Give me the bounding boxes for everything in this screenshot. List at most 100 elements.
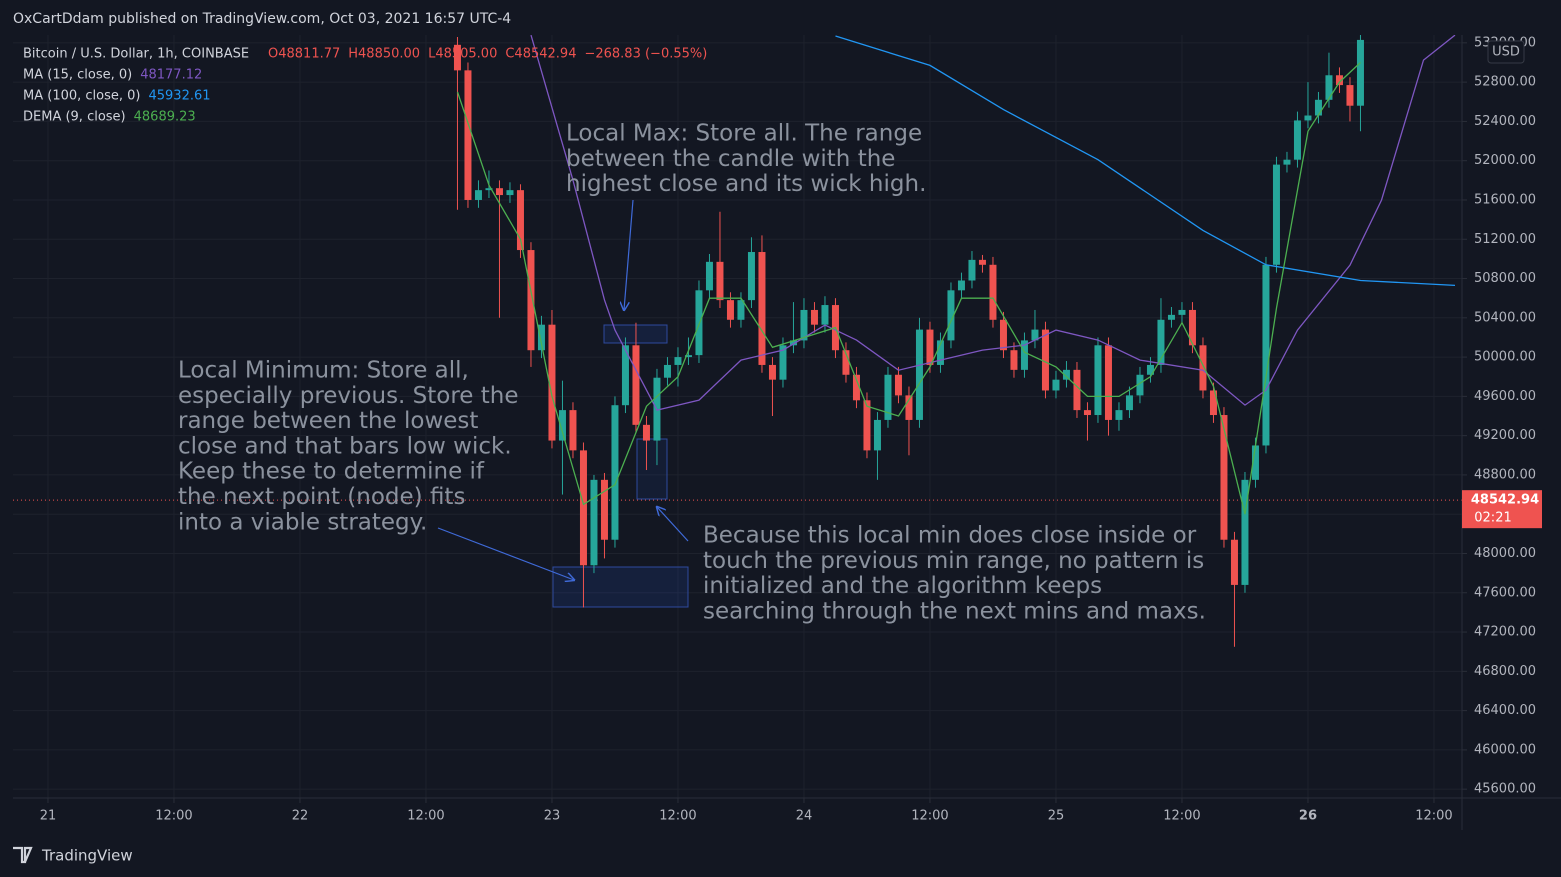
arrow	[437, 527, 574, 580]
candle-body	[1157, 319, 1165, 365]
candle-body	[1199, 345, 1207, 391]
candle-body	[768, 364, 776, 380]
candle-body	[1304, 115, 1312, 121]
currency[interactable]: USD	[1492, 45, 1520, 60]
candle-body	[1041, 329, 1049, 391]
y-tick-label: 52400.00	[1474, 114, 1536, 129]
y-tick-label: 50800.00	[1474, 271, 1536, 286]
candle-body	[1230, 539, 1238, 585]
candle-body	[621, 345, 629, 406]
candle-body	[957, 280, 965, 291]
symbol: Bitcoin / U.S. Dollar, 1h, COINBASE	[23, 47, 249, 62]
legend-value: 45932.61	[148, 89, 210, 104]
candle-body	[1293, 120, 1301, 160]
axes: 45600.00 46000.00 46400.00 46800.00 47200.00…	[40, 35, 1542, 824]
candle-body	[842, 350, 850, 375]
y-tick-label: 50400.00	[1474, 310, 1536, 325]
grid	[13, 35, 1462, 798]
y-tick-label: 47600.00	[1474, 585, 1536, 600]
candle-body	[873, 419, 881, 451]
arrow	[624, 199, 634, 310]
plot	[13, 35, 1462, 647]
x-tick-label: 22	[292, 809, 309, 824]
candle-body	[537, 324, 545, 351]
candle-body	[558, 410, 566, 441]
candle-body	[516, 190, 524, 251]
x-tick-label: 23	[544, 809, 561, 824]
candle-body	[590, 479, 598, 566]
y-tick-label: 46800.00	[1474, 664, 1536, 679]
x-tick-label: 26	[1299, 809, 1317, 824]
annotation-text: Local Max: Store all. The range	[566, 121, 922, 147]
ohlc-value: L48505.00	[428, 47, 497, 62]
candle-body	[1346, 85, 1354, 106]
indicator-line	[835, 35, 1456, 287]
candle-body	[705, 261, 713, 291]
countdown: 02:21	[1474, 511, 1511, 526]
x-tick-label: 12:00	[155, 809, 192, 824]
candle-body	[852, 374, 860, 401]
candle-body	[453, 44, 461, 71]
candle-body	[758, 252, 766, 365]
candle-body	[737, 300, 745, 320]
candle-body	[632, 345, 640, 425]
candle-body	[485, 188, 493, 191]
candle-body	[1209, 390, 1217, 416]
min-range-box	[636, 438, 668, 500]
candle-body	[1062, 369, 1070, 380]
candle-body	[1167, 314, 1175, 320]
logo-icon	[13, 846, 33, 864]
ohlc-value: O48811.77	[268, 47, 340, 62]
candle-body	[1272, 164, 1280, 265]
annotation-text: between the candle with the	[566, 146, 895, 172]
candle-body	[506, 190, 514, 196]
candle-body	[884, 374, 892, 420]
candle-body	[747, 252, 755, 301]
candle-body	[1178, 309, 1186, 315]
indicator-line	[456, 62, 1361, 515]
candle-body	[1073, 369, 1081, 411]
y-tick-label: 47200.00	[1474, 625, 1536, 640]
candle-body	[1220, 415, 1228, 540]
last-price-box	[1462, 490, 1542, 529]
legend-name: MA (15, close, 0)	[23, 68, 132, 83]
candle-body	[1115, 410, 1123, 420]
candle-body	[474, 190, 482, 200]
candle-body	[894, 374, 902, 396]
x-tick-label: 21	[40, 809, 57, 824]
ohlc-value: C48542.94	[505, 47, 576, 62]
candle-body	[1325, 75, 1333, 100]
candle-body	[1146, 364, 1154, 375]
candle-body	[978, 259, 986, 265]
y-tick-label: 49600.00	[1474, 389, 1536, 404]
y-tick-label: 48800.00	[1474, 467, 1536, 482]
annotation-text: range between the lowest	[178, 408, 478, 434]
annotation-text: into a viable strategy.	[178, 509, 427, 535]
candle-body	[915, 329, 923, 420]
candle-body	[926, 329, 934, 365]
candle-body	[1251, 445, 1259, 480]
annotation-text: searching through the next mins and maxs…	[703, 598, 1206, 624]
candle-body	[1031, 329, 1039, 341]
arrow	[657, 507, 689, 542]
annotation-text: the next point (node) fits	[178, 484, 465, 510]
candle-body	[495, 188, 503, 196]
candle-body	[810, 309, 818, 325]
candle-body	[674, 357, 682, 365]
currency-button[interactable]	[1487, 40, 1525, 64]
candle-body	[1125, 395, 1133, 411]
candle-body	[1241, 479, 1249, 585]
y-tick-label: 46400.00	[1474, 703, 1536, 718]
min-range-box	[552, 566, 689, 608]
candle-body	[716, 261, 724, 301]
candle-body	[1052, 379, 1060, 391]
candle-body	[1335, 75, 1343, 86]
candle-body	[464, 70, 472, 200]
candle-body	[1104, 345, 1112, 420]
logo: TradingView	[41, 847, 133, 865]
y-tick-label: 49200.00	[1474, 428, 1536, 443]
annotation-text: Keep these to determine if	[178, 459, 485, 485]
candle-body	[999, 319, 1007, 351]
y-tick-label: 46000.00	[1474, 742, 1536, 757]
